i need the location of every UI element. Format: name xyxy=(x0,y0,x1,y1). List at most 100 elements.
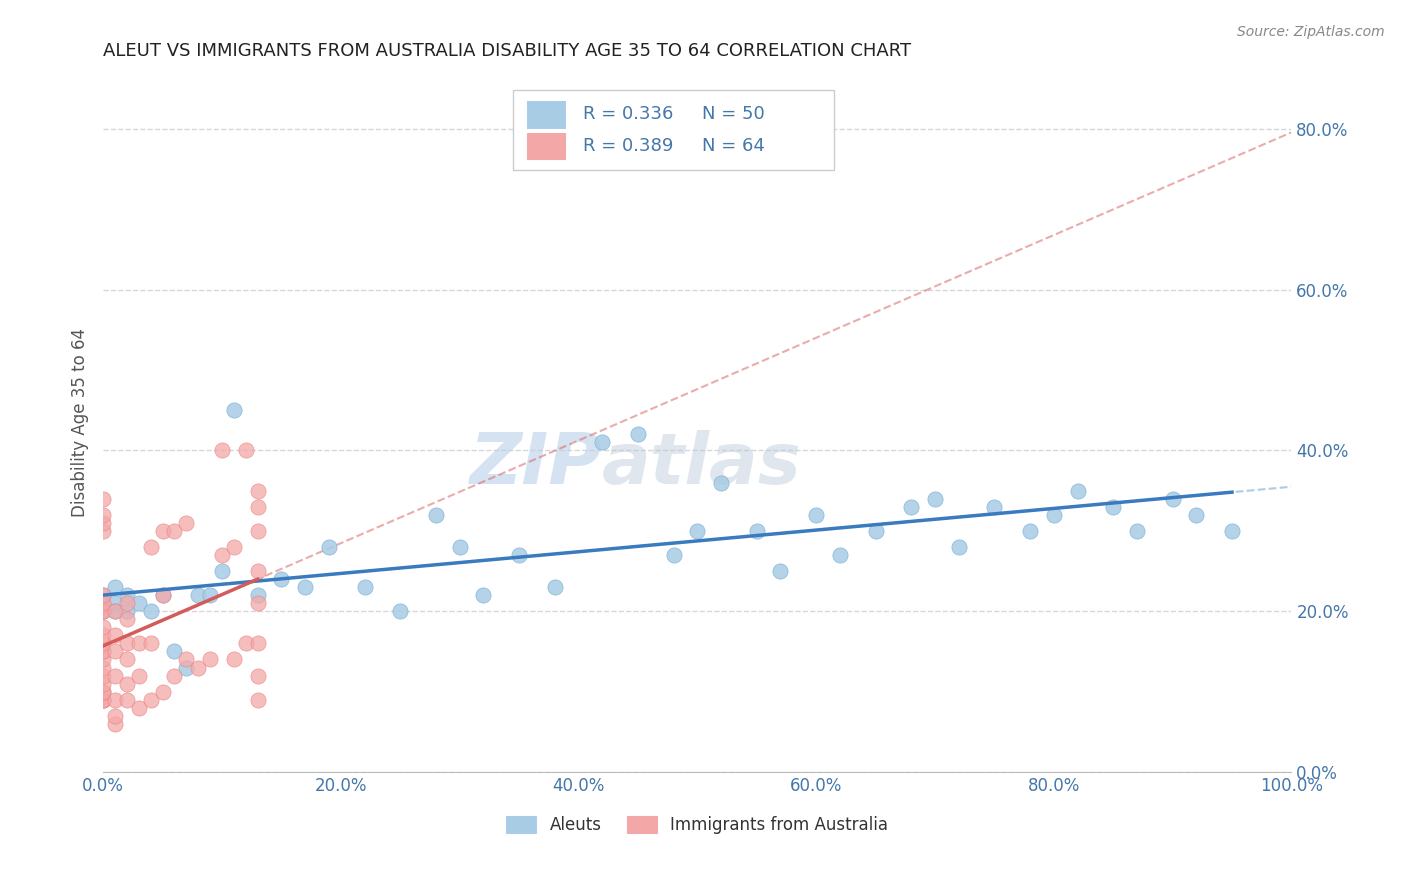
Point xyxy=(139,540,162,554)
Point xyxy=(211,564,233,578)
Point xyxy=(91,652,114,666)
Point xyxy=(1042,508,1064,522)
Point xyxy=(115,612,138,626)
Point xyxy=(104,692,127,706)
Point xyxy=(246,588,269,602)
Point xyxy=(769,564,792,578)
Point xyxy=(270,572,292,586)
Point xyxy=(91,491,114,506)
Point xyxy=(91,660,114,674)
Point xyxy=(948,540,970,554)
Point xyxy=(128,668,150,682)
Point xyxy=(91,604,114,618)
Point xyxy=(176,652,198,666)
FancyBboxPatch shape xyxy=(513,90,834,170)
Point xyxy=(104,644,127,658)
Legend: Aleuts, Immigrants from Australia: Aleuts, Immigrants from Australia xyxy=(506,815,889,834)
Point xyxy=(91,692,114,706)
Text: N = 64: N = 64 xyxy=(702,136,765,155)
Point xyxy=(176,660,198,674)
Point xyxy=(91,604,114,618)
Point xyxy=(1019,524,1042,538)
Point xyxy=(900,500,922,514)
Point xyxy=(187,588,209,602)
Text: R = 0.336: R = 0.336 xyxy=(583,105,673,123)
Point xyxy=(246,636,269,650)
Point xyxy=(104,604,127,618)
Point xyxy=(91,684,114,698)
Point xyxy=(115,604,138,618)
Point xyxy=(128,636,150,650)
Point xyxy=(91,596,114,610)
Point xyxy=(294,580,316,594)
Point xyxy=(353,580,375,594)
Point xyxy=(139,692,162,706)
Text: ALEUT VS IMMIGRANTS FROM AUSTRALIA DISABILITY AGE 35 TO 64 CORRELATION CHART: ALEUT VS IMMIGRANTS FROM AUSTRALIA DISAB… xyxy=(103,42,911,60)
Point xyxy=(710,475,733,490)
Point xyxy=(246,500,269,514)
Text: N = 50: N = 50 xyxy=(702,105,765,123)
Point xyxy=(924,491,946,506)
Point xyxy=(91,644,114,658)
Point xyxy=(828,548,851,562)
Point xyxy=(187,660,209,674)
Point xyxy=(425,508,447,522)
Point xyxy=(91,620,114,634)
Point xyxy=(983,500,1005,514)
Point xyxy=(91,636,114,650)
Text: ZIP: ZIP xyxy=(470,430,602,499)
Point xyxy=(246,692,269,706)
Point xyxy=(246,524,269,538)
Point xyxy=(1161,491,1184,506)
Point xyxy=(104,604,127,618)
Point xyxy=(198,652,221,666)
Point xyxy=(104,668,127,682)
Point xyxy=(104,580,127,594)
Point xyxy=(1126,524,1149,538)
Point xyxy=(115,596,138,610)
Point xyxy=(152,588,174,602)
Point xyxy=(222,403,245,417)
Y-axis label: Disability Age 35 to 64: Disability Age 35 to 64 xyxy=(72,327,89,516)
Point xyxy=(91,692,114,706)
Text: atlas: atlas xyxy=(602,430,801,499)
Point xyxy=(176,516,198,530)
Point xyxy=(104,708,127,723)
Point xyxy=(115,588,138,602)
Point xyxy=(115,652,138,666)
Point xyxy=(128,596,150,610)
Point xyxy=(91,596,114,610)
Point xyxy=(662,548,685,562)
Point xyxy=(544,580,567,594)
Point xyxy=(235,636,257,650)
Point xyxy=(104,628,127,642)
Point xyxy=(246,564,269,578)
Point xyxy=(91,644,114,658)
Point xyxy=(91,604,114,618)
Point xyxy=(686,524,709,538)
Point xyxy=(318,540,340,554)
Point xyxy=(246,596,269,610)
Point xyxy=(91,692,114,706)
Point xyxy=(104,596,127,610)
Point xyxy=(745,524,768,538)
Point xyxy=(139,604,162,618)
Point xyxy=(198,588,221,602)
Point xyxy=(449,540,471,554)
Point xyxy=(115,676,138,690)
Point xyxy=(91,676,114,690)
Point xyxy=(472,588,495,602)
Point xyxy=(139,636,162,650)
Point xyxy=(104,716,127,731)
Point xyxy=(389,604,412,618)
Point xyxy=(508,548,530,562)
Point xyxy=(627,427,650,442)
Point xyxy=(1102,500,1125,514)
FancyBboxPatch shape xyxy=(527,133,565,159)
Point xyxy=(91,668,114,682)
Point xyxy=(211,443,233,458)
Point xyxy=(865,524,887,538)
Point xyxy=(128,700,150,714)
Point xyxy=(163,668,186,682)
Point xyxy=(152,684,174,698)
